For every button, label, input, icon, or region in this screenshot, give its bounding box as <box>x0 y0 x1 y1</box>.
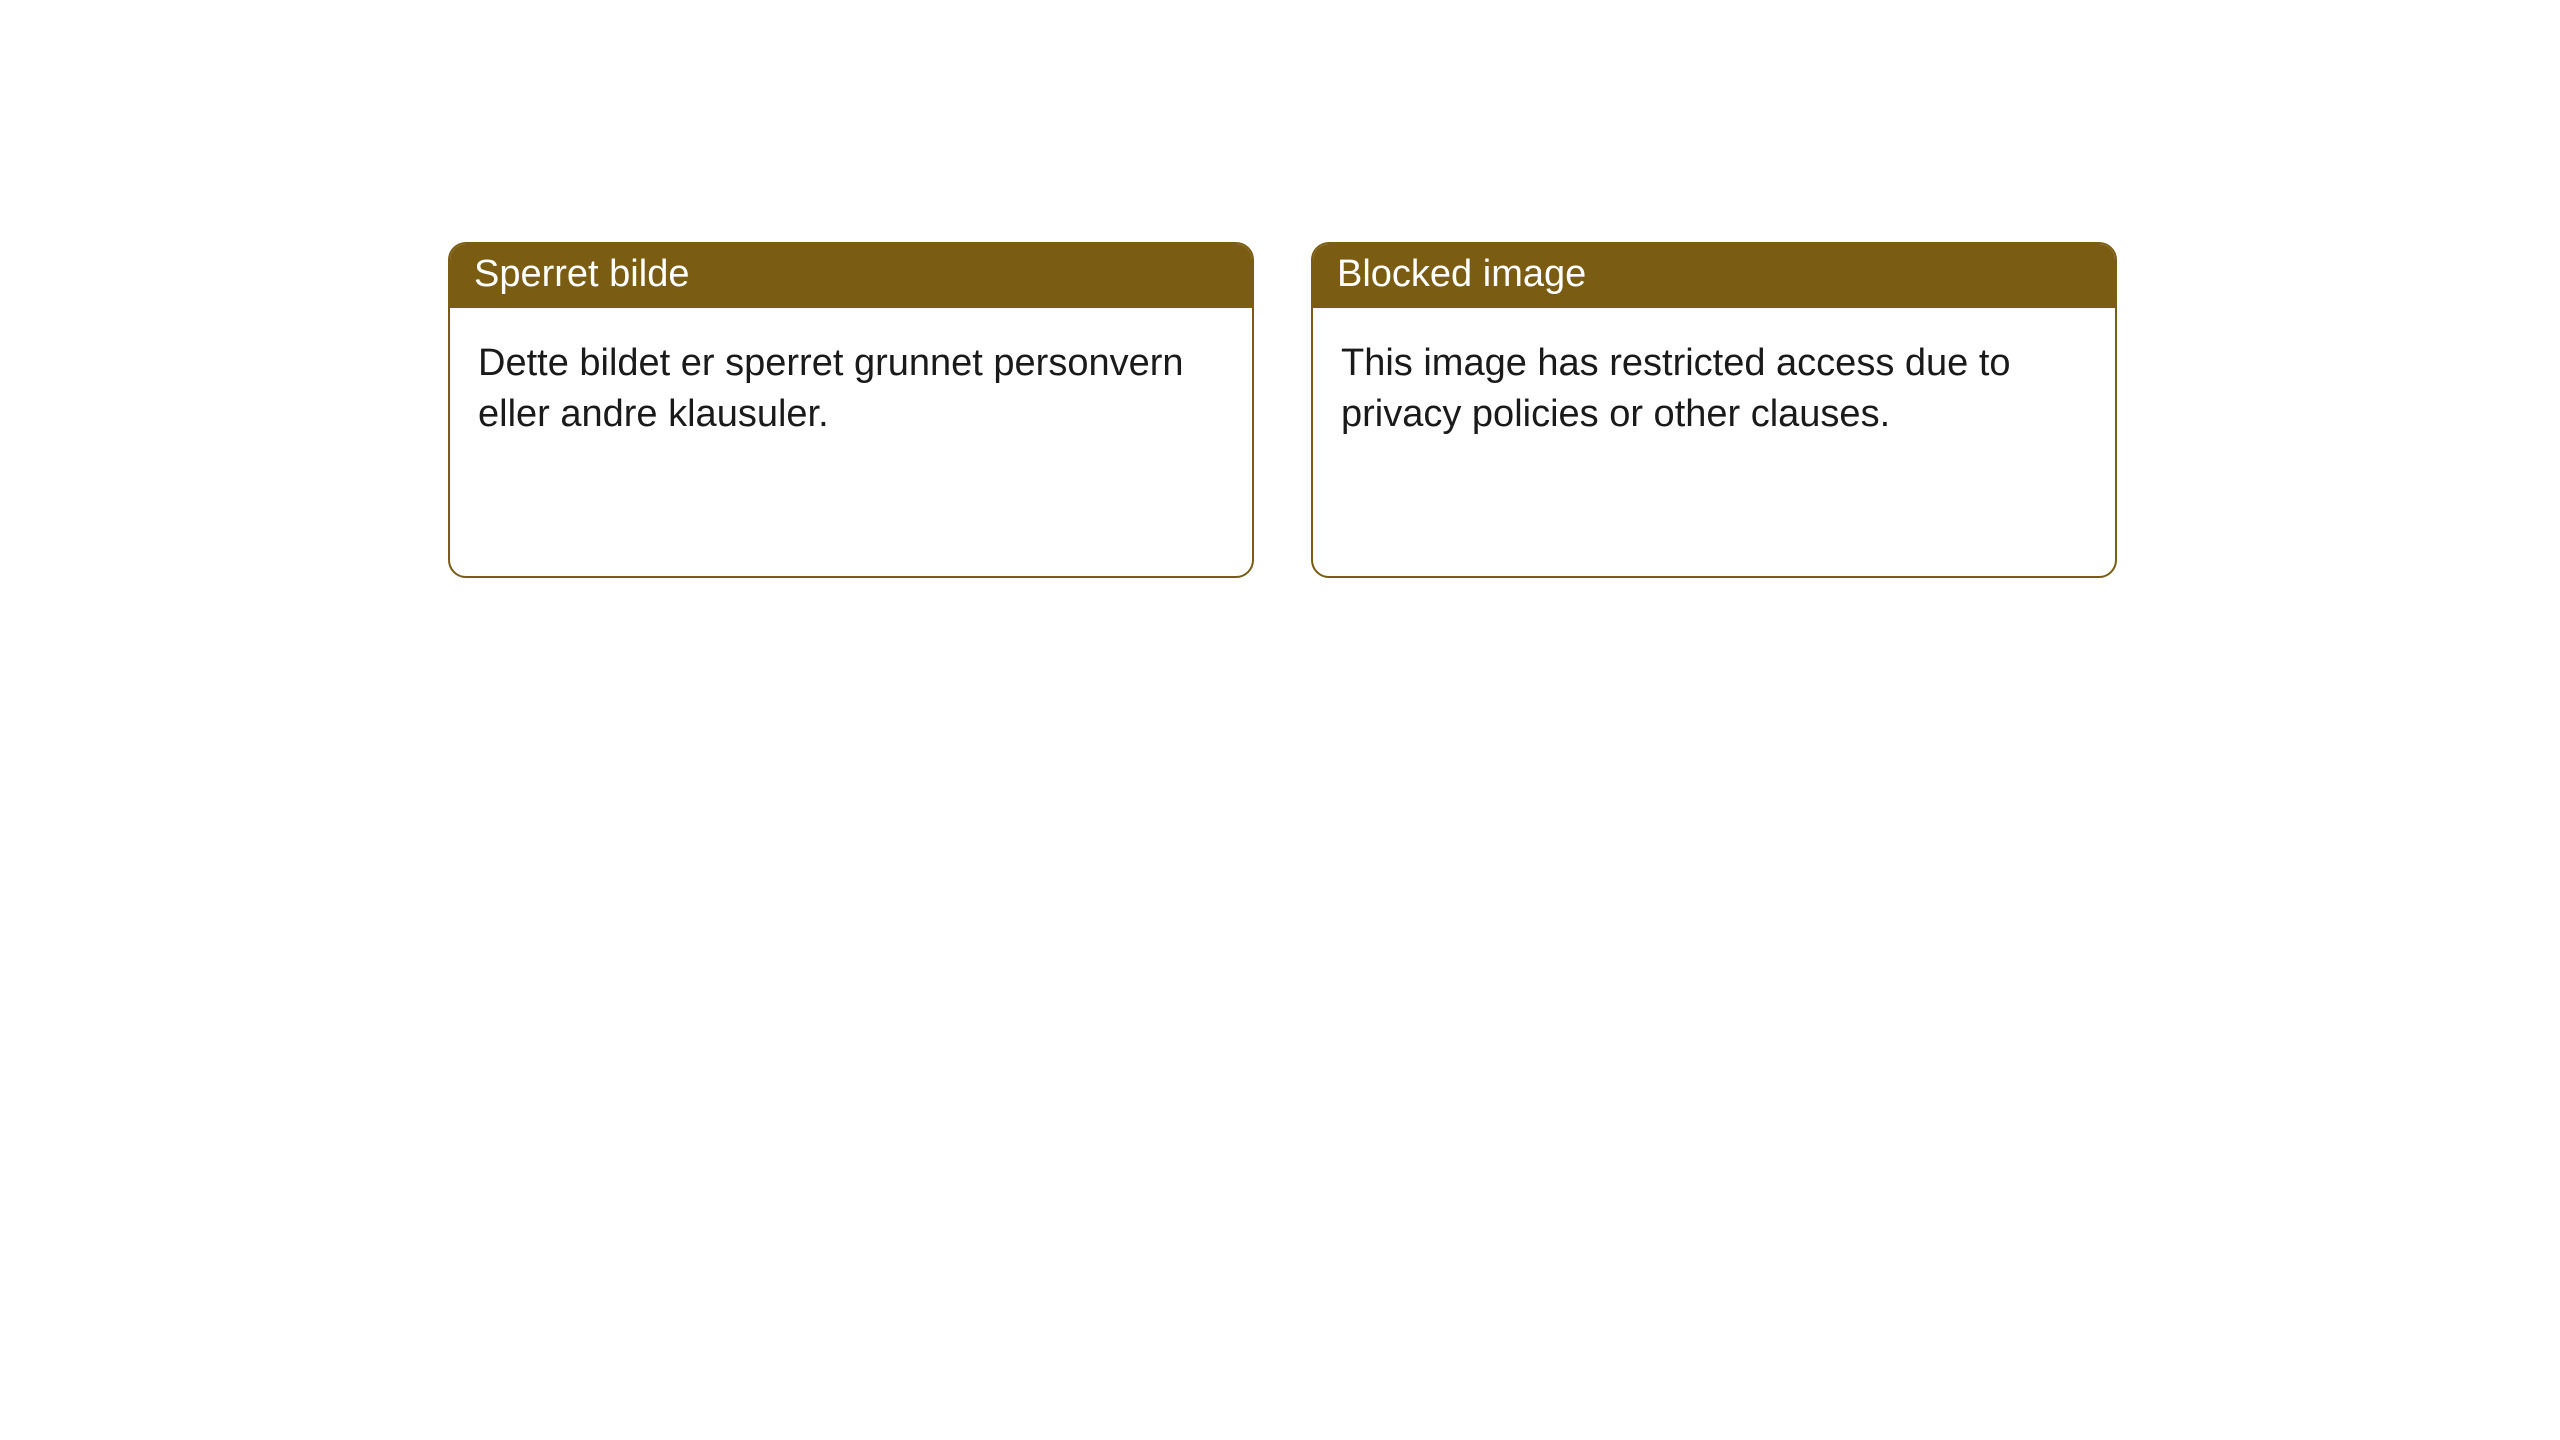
card-title-en: Blocked image <box>1337 253 1586 295</box>
restricted-card-no: Sperret bilde Dette bildet er sperret gr… <box>448 242 1254 578</box>
card-body-en: This image has restricted access due to … <box>1313 308 2115 471</box>
card-header-no: Sperret bilde <box>450 244 1252 308</box>
restricted-card-en: Blocked image This image has restricted … <box>1311 242 2117 578</box>
card-body-no: Dette bildet er sperret grunnet personve… <box>450 308 1252 471</box>
card-title-no: Sperret bilde <box>474 253 689 295</box>
card-message-en: This image has restricted access due to … <box>1341 342 2011 435</box>
restricted-cards-container: Sperret bilde Dette bildet er sperret gr… <box>448 242 2117 578</box>
card-header-en: Blocked image <box>1313 244 2115 308</box>
card-message-no: Dette bildet er sperret grunnet personve… <box>478 342 1184 435</box>
